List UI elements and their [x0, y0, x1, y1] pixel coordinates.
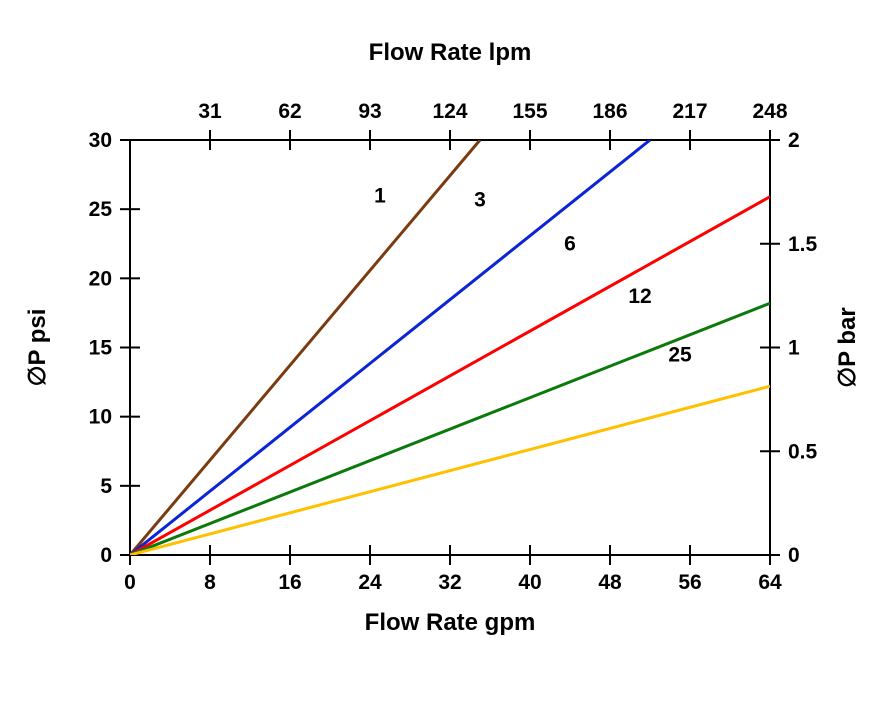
series-label-12: 12 — [628, 285, 651, 308]
x-top-tick-label: 124 — [432, 100, 467, 123]
x-top-tick-label: 186 — [592, 100, 627, 123]
y-right-tick-label: 0 — [788, 544, 800, 567]
y-right-tick-label: 1 — [788, 337, 800, 360]
x-top-tick-label: 31 — [198, 100, 222, 123]
y-left-tick-label: 25 — [89, 198, 113, 221]
x-bottom-tick-label: 0 — [124, 571, 136, 594]
x-top-tick-label: 217 — [672, 100, 707, 123]
y-right-tick-label: 2 — [788, 129, 800, 152]
x-bottom-tick-label: 24 — [358, 571, 382, 594]
y-left-tick-label: 10 — [89, 406, 112, 429]
x-axis-top-title: Flow Rate lpm — [369, 39, 532, 66]
x-bottom-tick-label: 16 — [278, 571, 301, 594]
series-line-1 — [130, 140, 480, 555]
x-bottom-tick-label: 8 — [204, 571, 216, 594]
series-line-25 — [130, 386, 770, 555]
series-line-12 — [130, 303, 770, 555]
x-axis-bottom-title: Flow Rate gpm — [365, 609, 536, 636]
y-left-tick-label: 15 — [89, 337, 113, 360]
series-label-1: 1 — [374, 184, 386, 207]
series-label-6: 6 — [564, 233, 576, 256]
x-bottom-tick-label: 48 — [598, 571, 622, 594]
y-left-tick-label: 0 — [100, 544, 112, 567]
y-left-tick-label: 20 — [89, 267, 112, 290]
series-line-3 — [130, 140, 650, 555]
series-line-6 — [130, 197, 770, 555]
x-top-tick-label: 62 — [278, 100, 301, 123]
x-bottom-tick-label: 64 — [758, 571, 782, 594]
pressure-flow-chart: 0816243240485664316293124155186217248051… — [0, 0, 882, 702]
chart-svg: 0816243240485664316293124155186217248051… — [0, 0, 882, 702]
y-left-tick-label: 5 — [100, 475, 112, 498]
y-right-tick-label: 1.5 — [788, 233, 818, 256]
series-label-25: 25 — [668, 343, 692, 366]
x-top-tick-label: 155 — [512, 100, 547, 123]
x-top-tick-label: 93 — [358, 100, 381, 123]
y-axis-left-title: ∅P psi — [24, 309, 51, 387]
x-top-tick-label: 248 — [752, 100, 787, 123]
x-bottom-tick-label: 40 — [518, 571, 541, 594]
y-axis-right-title: ∅P bar — [834, 307, 861, 388]
x-bottom-tick-label: 32 — [438, 571, 461, 594]
y-right-tick-label: 0.5 — [788, 440, 818, 463]
x-bottom-tick-label: 56 — [678, 571, 701, 594]
series-label-3: 3 — [474, 188, 486, 211]
y-left-tick-label: 30 — [89, 129, 112, 152]
